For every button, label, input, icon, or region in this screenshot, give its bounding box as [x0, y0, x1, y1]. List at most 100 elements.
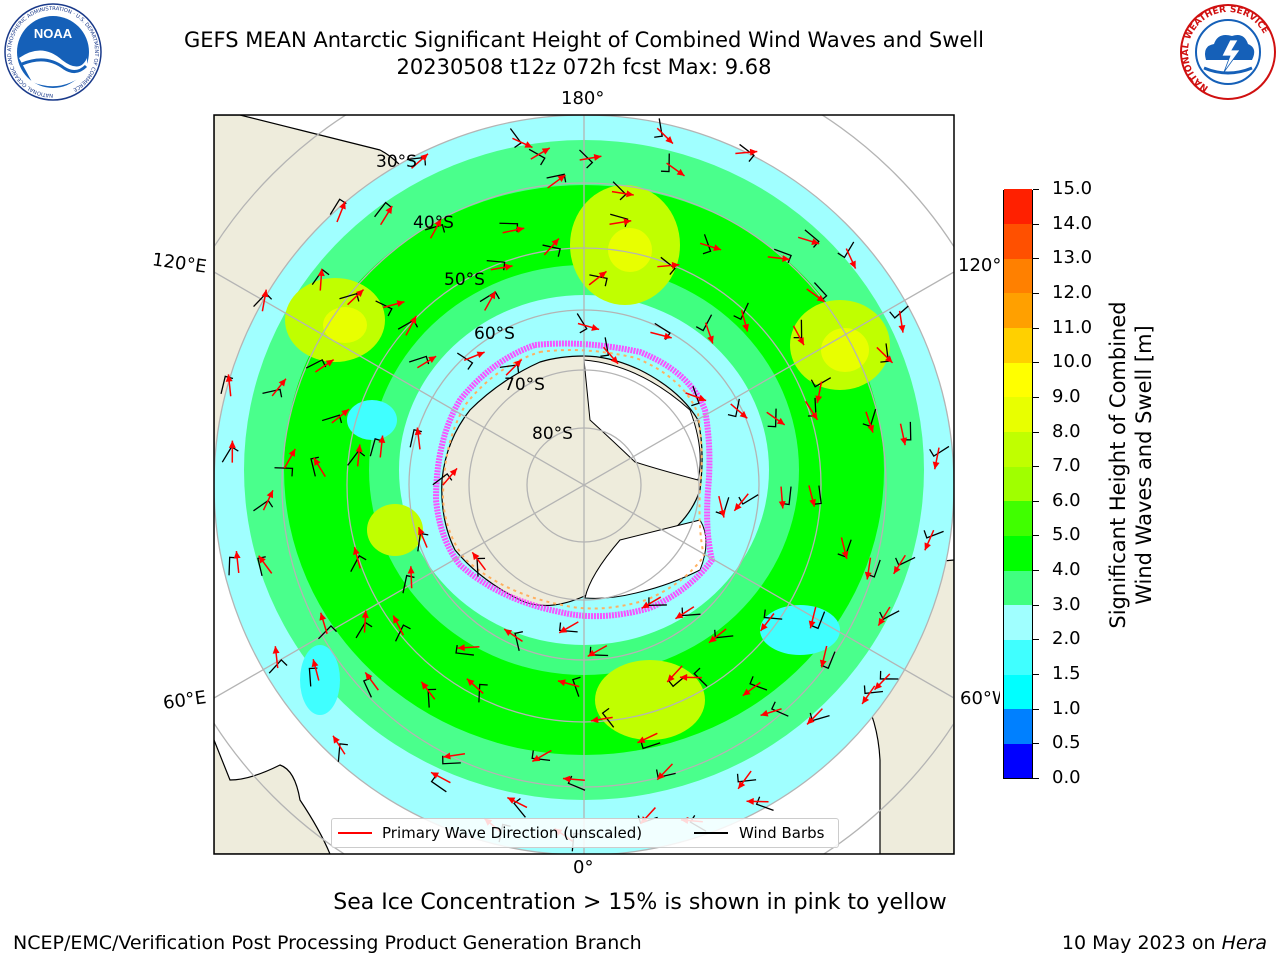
wind-barb — [755, 796, 774, 812]
wave-arrow-head — [365, 672, 373, 681]
wave-arrow-head — [317, 268, 325, 277]
wave-arrow-head — [862, 696, 870, 704]
wave-arrow-head — [874, 682, 883, 690]
colorbar-tick — [1033, 535, 1039, 537]
wind-barb — [660, 256, 676, 276]
wind-barb — [739, 143, 755, 162]
wave-arrow-head — [776, 417, 785, 425]
wave-arrow-head — [698, 394, 707, 402]
wind-barb — [274, 467, 294, 477]
wave-arrow-head — [443, 752, 451, 760]
wave-hotspot-east-core — [821, 328, 869, 372]
wave-arrow-head — [810, 411, 818, 420]
wind-barb — [442, 755, 461, 765]
wave-arrow-head — [355, 444, 363, 453]
colorbar-tick-label: 9.0 — [1052, 385, 1081, 407]
colorbar-segment — [1004, 674, 1032, 710]
wind-barb — [654, 118, 663, 138]
colorbar-segment — [1004, 708, 1032, 744]
wave-hotspot-tasman-core — [323, 307, 367, 343]
wave-arrow-head — [341, 409, 350, 417]
colorbar-tick — [1033, 778, 1039, 779]
wave-arrow-head — [457, 644, 465, 652]
wind-barb — [810, 377, 832, 388]
wind-barb — [749, 676, 768, 691]
wave-arrow-head — [311, 659, 319, 668]
colorbar-label-line2: Wind Waves and Swell [m] — [1132, 325, 1156, 605]
wave-arrow-head — [676, 168, 685, 176]
wave-arrow-head — [742, 688, 751, 696]
wind-barb — [770, 701, 789, 717]
wave-arrow-head — [524, 141, 533, 148]
wave-arrow-head — [557, 174, 566, 183]
wave-arrow-head — [675, 611, 684, 619]
wave-arrow-head — [514, 359, 522, 368]
wave-arrow-head — [760, 623, 768, 631]
wave-arrow-head — [393, 615, 400, 624]
wave-arrow-head — [428, 356, 437, 363]
map-legend: Primary Wave Direction (unscaled) Wind B… — [331, 818, 839, 848]
colorbar-label-line1: Significant Height of Combined — [1106, 301, 1130, 629]
colorbar-tick — [1033, 570, 1039, 572]
sea-ice-note: Sea Ice Concentration > 15% is shown in … — [333, 890, 947, 915]
wave-arrow-head — [414, 427, 422, 436]
wave-arrow-head — [864, 571, 872, 580]
wave-arrow-head — [893, 565, 901, 574]
wave-arrow-head — [707, 335, 714, 344]
sea-ice-edge-yellow — [441, 349, 706, 610]
wave-arrow-head — [449, 468, 458, 477]
legend-wind-line — [694, 832, 728, 834]
colorbar-tick — [1033, 466, 1039, 468]
wave-arrow-head — [466, 678, 475, 687]
wave-arrow-head — [266, 490, 273, 499]
wind-barb — [923, 530, 944, 539]
wave-hotspot-pacific-core — [608, 228, 652, 272]
wind-barb — [374, 201, 393, 218]
wind-barb — [820, 651, 836, 670]
wave-hotspot-atlantic — [595, 660, 705, 740]
wave-arrow-head — [742, 323, 749, 332]
wind-barb — [257, 556, 266, 577]
lon-label-120w: 120°W — [958, 255, 1002, 276]
legend-wave-line — [338, 832, 372, 834]
wind-barb — [321, 414, 343, 424]
wind-barb — [691, 386, 700, 407]
colorbar-tick-label: 11.0 — [1052, 316, 1093, 338]
colorbar-tick — [1033, 327, 1039, 329]
colorbar-tick-label: 14.0 — [1052, 212, 1093, 234]
wind-barb — [424, 223, 446, 233]
wave-arrow-head — [849, 260, 856, 269]
wave-arrow-head — [623, 218, 632, 226]
wave-arrow-head — [385, 206, 393, 215]
wave-arrow-head — [288, 448, 296, 457]
wind-barb — [337, 743, 348, 762]
colorbar — [1003, 189, 1033, 779]
wind-barb — [763, 609, 783, 620]
wave-arrow-head — [760, 709, 769, 717]
wave-arrow-head — [541, 147, 550, 155]
wind-barb — [589, 274, 608, 287]
colorbar-tick — [1033, 189, 1039, 190]
wave-arrow-head — [562, 775, 571, 783]
wave-arrow-head — [807, 716, 815, 725]
wave-arrow-head — [626, 190, 634, 198]
wind-barb — [793, 319, 803, 339]
wave-arrow-head — [278, 378, 286, 387]
wave-arrow-head — [352, 547, 360, 555]
colorbar-segment — [1004, 396, 1032, 433]
wave-arrow-head — [924, 542, 931, 551]
wind-barb — [863, 685, 884, 695]
colorbar-tick-label: 2.0 — [1052, 628, 1081, 650]
wind-barb — [648, 597, 667, 607]
footer-date: 10 May 2023 on Hera — [1062, 932, 1267, 954]
wave-arrow-head — [637, 736, 646, 743]
colorbar-tick-label: 8.0 — [1052, 420, 1081, 442]
noaa-logo-text: NOAA — [34, 26, 73, 41]
wind-barb — [362, 677, 372, 698]
colorbar-segment — [1004, 431, 1032, 467]
wave-arrow-head — [361, 610, 369, 618]
wave-arrow-head — [559, 626, 568, 633]
noaa-logo: NOAA NATIONAL OCEANIC AND ATMOSPHERIC AD… — [4, 3, 102, 101]
wind-barb — [660, 153, 670, 173]
wave-arrow-head — [261, 289, 269, 298]
